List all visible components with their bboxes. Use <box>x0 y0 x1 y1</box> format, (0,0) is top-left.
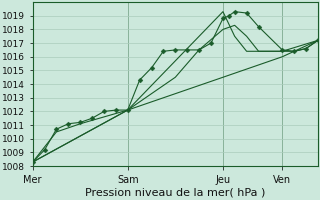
X-axis label: Pression niveau de la mer( hPa ): Pression niveau de la mer( hPa ) <box>85 188 266 198</box>
